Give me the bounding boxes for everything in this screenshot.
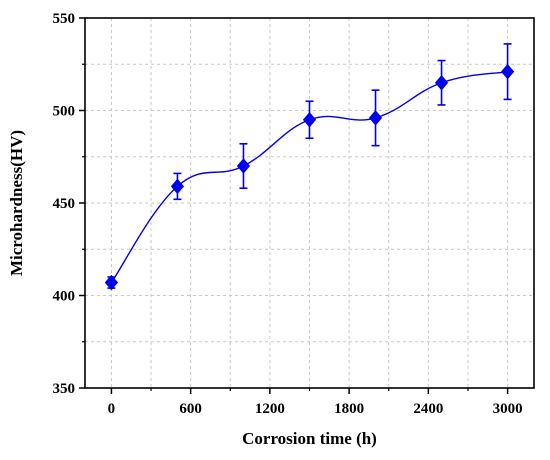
series [104, 43, 515, 291]
x-tick-label: 600 [179, 401, 202, 417]
y-axis-title: Microhardness(HV) [7, 130, 26, 276]
x-tick-label: 2400 [413, 401, 443, 417]
y-tick-label: 500 [53, 104, 76, 120]
grid [85, 18, 534, 388]
y-tick-label: 350 [53, 381, 76, 397]
y-tick-label: 450 [53, 196, 76, 212]
x-tick-label: 3000 [493, 401, 523, 417]
y-tick-label: 550 [53, 11, 76, 27]
x-tick-label: 1200 [255, 401, 285, 417]
y-tick-label: 400 [53, 289, 76, 305]
data-point [368, 110, 383, 126]
x-tick-label: 0 [108, 401, 116, 417]
data-point [170, 178, 185, 195]
data-point [434, 74, 449, 91]
ticks: 0 600 1200 1800 2400 3000 350 400 450 500 550 [53, 11, 523, 417]
x-tick-label: 1800 [334, 401, 364, 417]
data-point [500, 63, 515, 80]
data-point [236, 158, 251, 174]
data-point [104, 274, 119, 291]
x-axis-title: Corrosion time (h) [242, 429, 377, 448]
data-point [302, 111, 317, 128]
